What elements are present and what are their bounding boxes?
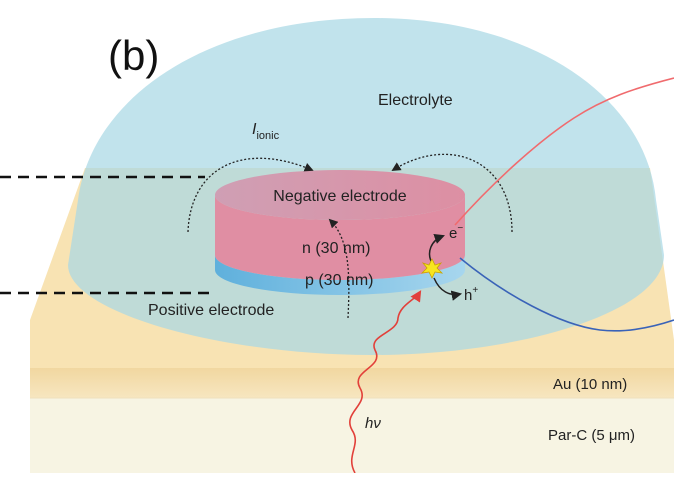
i-ionic-main: I — [252, 121, 257, 138]
ionic-arrow-left-outer — [187, 157, 314, 233]
blue-wire — [459, 257, 674, 332]
n-layer-top — [215, 170, 465, 220]
parc-layer-label: Par-C (5 μm) — [548, 427, 635, 444]
n-layer-side — [215, 195, 465, 280]
red-wire — [454, 77, 674, 226]
electrolyte-label: Electrolyte — [378, 92, 453, 109]
electrode-disc — [215, 170, 465, 295]
panel-label: (b) — [108, 32, 159, 79]
i-ionic-subscript: ionic — [256, 130, 279, 142]
hole-label: h+ — [464, 285, 478, 304]
positive-electrode-label: Positive electrode — [148, 302, 274, 319]
photon-wave — [349, 290, 422, 474]
p-layer-side — [215, 255, 465, 295]
au-layer-band — [30, 368, 674, 398]
generation-star — [420, 258, 444, 279]
negative-electrode-label: Negative electrode — [273, 188, 407, 205]
ionic-current-arrows — [187, 153, 513, 319]
photon-nu: ν — [373, 415, 381, 432]
electron-symbol: e — [449, 225, 457, 242]
i-ionic-label: Iionic — [252, 121, 280, 142]
photon-label: hν — [365, 415, 381, 432]
n-layer-label: n (30 nm) — [302, 240, 370, 257]
hole-symbol: h — [464, 287, 472, 304]
p-layer-label: p (30 nm) — [305, 272, 373, 289]
electron-label: e− — [449, 223, 463, 242]
ionic-arrow-right-outer — [391, 153, 513, 233]
hole-arrow — [433, 277, 463, 301]
au-layer-label: Au (10 nm) — [553, 376, 627, 393]
electron-superscript: − — [457, 223, 463, 234]
photon-h: h — [365, 415, 373, 432]
ionic-arrow-inner — [328, 218, 350, 319]
hole-superscript: + — [472, 285, 478, 296]
